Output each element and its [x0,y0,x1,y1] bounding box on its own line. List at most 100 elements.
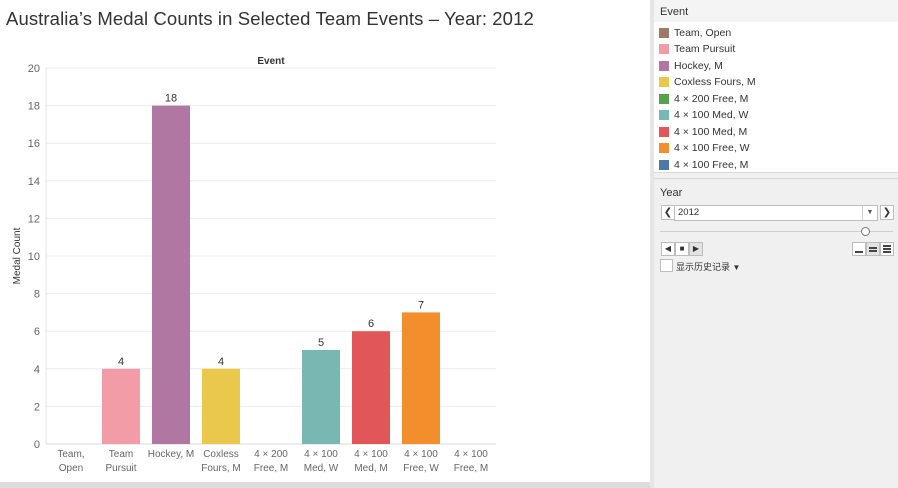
legend-item[interactable]: 4 × 100 Med, M [659,124,747,139]
legend-swatch [659,44,669,54]
bar-value-label: 7 [418,299,424,311]
dropdown-arrow-icon: ▼ [862,206,877,220]
x-tick-label-line2: Fours, M [201,463,240,474]
show-history-checkbox[interactable] [660,259,673,272]
chart-header: Event [257,56,285,67]
legend-header [654,0,898,22]
year-slider-thumb[interactable] [861,227,871,236]
y-tick-label: 20 [28,63,40,75]
y-tick-label: 0 [34,439,40,451]
legend-item[interactable]: Hockey, M [659,58,723,73]
x-tick-label-line1: 4 × 100 [454,449,488,460]
legend-swatch [659,143,669,153]
legend-swatch [659,93,669,104]
legend-item[interactable]: Coxless Fours, M [659,75,756,90]
year-slider-track[interactable] [660,231,893,232]
year-dropdown[interactable]: 2012 ▼ [674,205,878,221]
legend-label: 4 × 100 Free, W [674,142,750,154]
bar-value-label: 5 [318,337,324,349]
panel-divider[interactable] [650,0,654,488]
legend-label: Coxless Fours, M [674,76,756,88]
legend-item[interactable]: 4 × 100 Free, M [659,157,748,172]
bar-value-label: 4 [118,356,124,368]
legend-item[interactable]: Team, Open [659,25,731,40]
legend-label: 4 × 100 Med, W [674,109,749,121]
y-tick-label: 2 [34,401,40,413]
bar-value-label: 6 [368,318,374,330]
y-tick-label: 18 [28,101,40,113]
legend-label: 4 × 200 Free, M [674,92,749,105]
step-back-button[interactable]: ◀ [661,242,675,256]
y-tick-label: 12 [28,213,40,225]
x-tick-label-line1: 4 × 100 [354,449,388,460]
legend-label: Hockey, M [674,59,723,72]
stop-icon: ■ [679,244,685,253]
legend-label: Team Pursuit [674,43,736,55]
y-tick-label: 14 [28,176,40,188]
play-icon: ▶ [692,244,700,253]
chevron-left-icon: ❮ [663,207,673,218]
legend-item[interactable]: 4 × 100 Med, W [659,108,748,123]
bar [352,331,390,444]
x-tick-label-line1: 4 × 100 [404,449,438,460]
bar [402,312,440,444]
bar [152,105,190,444]
legend-swatch [659,126,669,137]
stop-button[interactable]: ■ [675,242,689,256]
y-tick-label: 4 [34,364,40,376]
bar-value-label: 18 [165,93,177,105]
y-tick-label: 6 [34,326,40,338]
y-tick-label: 8 [34,289,40,301]
caret-down-icon: ▼ [732,263,741,272]
x-tick-label-line2: Med, M [354,463,387,474]
year-dropdown-value: 2012 [678,207,700,218]
x-tick-label-line2: Open [59,463,83,474]
x-tick-label-line1: 4 × 100 [304,449,338,460]
side-panel: Event Team, Open Team Pursuit Hockey, M Cox… [654,0,898,488]
year-filter-card: Year [654,178,898,289]
speed-medium-icon [869,247,877,252]
next-year-button[interactable]: ❯ [880,205,894,220]
legend-label: 4 × 100 Med, M [674,125,748,138]
x-tick-label-line2: Free, M [254,463,288,474]
x-tick-label-line1: 4 × 200 [254,449,288,460]
speed-medium-button[interactable] [866,242,880,256]
legend-item[interactable]: 4 × 100 Free, W [659,141,750,156]
main-view: Australia’s Medal Counts in Selected Tea… [6,8,534,474]
page-title: Australia’s Medal Counts in Selected Tea… [6,8,534,29]
bar-chart: Event 0 2 4 6 8 10 12 14 16 18 20 Medal Count Team, Op… [12,56,496,474]
x-tick-label-line2: Free, W [403,463,439,474]
step-back-icon: ◀ [664,244,672,253]
speed-fast-button[interactable] [880,242,894,256]
y-tick-label: 10 [28,251,40,263]
bar [202,368,240,444]
x-tick-label-line1: Coxless [203,449,239,460]
x-tick-label-line1: Team [109,449,133,460]
bottom-scrollbar[interactable] [0,482,650,488]
legend-title: Event [660,6,689,18]
x-tick-label-line1: Hockey, M [148,449,195,460]
color-legend: Event Team, Open Team Pursuit Hockey, M Cox… [654,0,898,173]
x-tick-label-line2: Pursuit [105,463,136,474]
speed-slow-button[interactable] [852,242,866,256]
speed-slow-icon [855,251,863,253]
play-button[interactable]: ▶ [689,242,703,256]
y-axis-title: Medal Count [12,227,23,284]
show-history-toggle[interactable]: 显示历史记录 ▼ [676,260,740,273]
filter-title: Year [660,187,683,199]
speed-fast-icon [883,245,891,253]
bar [102,368,140,444]
legend-swatch [659,77,669,87]
legend-swatch [659,27,669,38]
x-tick-label-line2: Med, W [304,463,339,474]
previous-year-button[interactable]: ❮ [661,205,675,220]
legend-item[interactable]: Team Pursuit [659,42,735,57]
legend-swatch [659,60,669,71]
legend-item[interactable]: 4 × 200 Free, M [659,91,748,106]
y-tick-label: 16 [28,138,40,150]
bar-value-label: 4 [218,356,224,368]
legend-label: Team, Open [674,26,732,39]
chevron-right-icon: ❯ [882,207,892,218]
x-tick-label-line2: Free, M [454,463,488,474]
bar [302,350,340,444]
